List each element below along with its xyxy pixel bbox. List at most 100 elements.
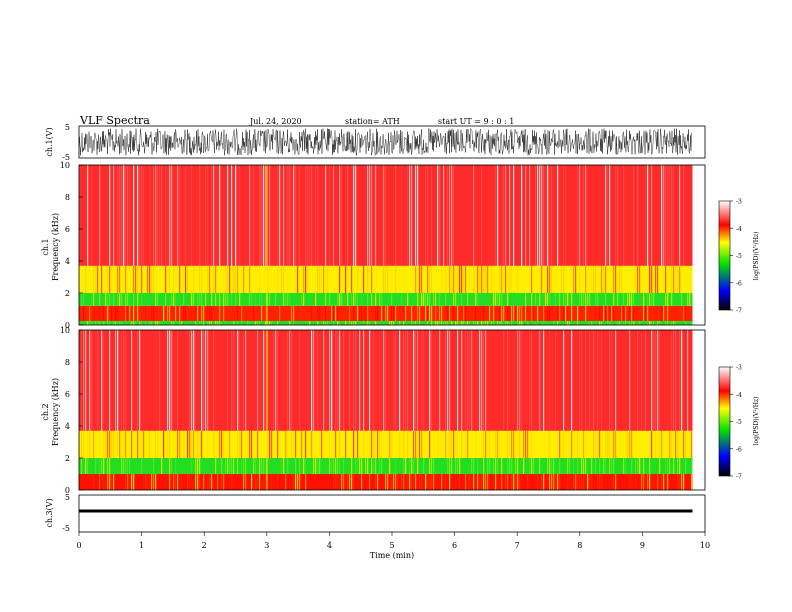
spectrogram-texture <box>197 474 199 490</box>
spectrogram-texture <box>589 321 591 325</box>
spectrogram-texture <box>103 305 105 321</box>
spectrogram-texture <box>641 474 643 490</box>
spectrogram-texture <box>405 305 407 321</box>
spectrogram-texture <box>111 474 113 490</box>
spectrogram-texture <box>333 165 335 266</box>
ch2-spectrogram-heatmap <box>79 330 693 490</box>
spectrogram-texture <box>591 458 593 474</box>
spectrogram-texture <box>353 321 355 325</box>
spectrogram-texture <box>407 474 409 490</box>
spectrogram-texture <box>517 330 519 431</box>
spectrogram-texture <box>93 293 95 306</box>
spectrogram-texture <box>549 165 551 266</box>
spectrogram-texture <box>315 293 317 306</box>
spectrogram-texture <box>151 474 153 490</box>
ch2-colorbar-label: log(PSD)(V²/Hz) <box>753 397 760 446</box>
spectrogram-texture <box>81 293 83 306</box>
spectrogram-texture <box>157 430 159 458</box>
spectrogram-texture <box>109 165 111 266</box>
spectrogram-texture <box>341 293 343 306</box>
spectrogram-texture <box>587 474 589 490</box>
spectrogram-texture <box>467 321 469 325</box>
spectrogram-texture <box>143 474 145 490</box>
spectrogram-texture <box>215 293 217 306</box>
spectrogram-texture <box>141 165 143 266</box>
spectrogram-texture <box>223 305 225 321</box>
spectrogram-texture <box>613 293 615 306</box>
spectrogram-texture <box>611 330 613 431</box>
spectrogram-texture <box>407 165 409 266</box>
spectrogram-texture <box>375 458 377 474</box>
spectrogram-texture <box>101 458 103 474</box>
spectrogram-texture <box>403 458 405 474</box>
spectrogram-texture <box>383 265 385 293</box>
spectrogram-texture <box>601 265 603 293</box>
spectrogram-texture <box>311 305 313 321</box>
spectrogram-texture <box>449 330 451 431</box>
spectrogram-texture <box>395 330 397 431</box>
spectrogram-texture <box>623 305 625 321</box>
spectrogram-texture <box>375 474 377 490</box>
spectrogram-texture <box>495 474 497 490</box>
spectrogram-texture <box>389 458 391 474</box>
spectrogram-texture <box>127 474 129 490</box>
spectrogram-texture <box>439 305 441 321</box>
spectrogram-texture <box>501 265 503 293</box>
spectrogram-texture <box>171 458 173 474</box>
spectrogram-texture <box>605 305 607 321</box>
spectrogram-texture <box>511 321 513 325</box>
spectrogram-texture <box>157 321 159 325</box>
spectrogram-texture <box>643 305 645 321</box>
spectrogram-texture <box>351 321 353 325</box>
spectrogram-texture <box>285 293 287 306</box>
spectrogram-texture <box>139 321 141 325</box>
spectrogram-texture <box>141 293 143 306</box>
spectrogram-texture <box>541 265 543 293</box>
spectrogram-texture <box>241 305 243 321</box>
spectrogram-texture <box>637 165 639 266</box>
spectrogram-texture <box>243 474 245 490</box>
spectrogram-texture <box>649 293 651 306</box>
spectrogram-texture <box>519 321 521 325</box>
spectrogram-texture <box>433 293 435 306</box>
spectrogram-texture <box>679 458 681 474</box>
spectrogram-texture <box>245 330 247 431</box>
spectrogram-texture <box>361 474 363 490</box>
spectrogram-texture <box>597 474 599 490</box>
spectrogram-texture <box>367 458 369 474</box>
spectrogram-texture <box>429 305 431 321</box>
spectrogram-texture <box>185 265 187 293</box>
spectrogram-texture <box>525 293 527 306</box>
spectrogram-texture <box>255 293 257 306</box>
spectrogram-texture <box>121 293 123 306</box>
spectrogram-texture <box>183 305 185 321</box>
spectrogram-texture <box>207 165 209 266</box>
spectrogram-texture <box>579 330 581 431</box>
spectrogram-texture <box>205 165 207 266</box>
spectrogram-texture <box>179 321 181 325</box>
spectrogram-texture <box>659 321 661 325</box>
spectrogram-texture <box>99 474 101 490</box>
spectrogram-texture <box>473 265 475 293</box>
spectrogram-texture <box>423 330 425 431</box>
spectrogram-texture <box>241 458 243 474</box>
spectrogram-texture <box>259 458 261 474</box>
spectrogram-texture <box>195 330 197 431</box>
spectrogram-texture <box>337 458 339 474</box>
spectrogram-texture <box>671 293 673 306</box>
spectrogram-texture <box>451 430 453 458</box>
spectrogram-texture <box>579 165 581 266</box>
spectrogram-texture <box>231 165 233 266</box>
spectrogram-texture <box>397 474 399 490</box>
spectrogram-texture <box>665 165 667 266</box>
spectrogram-texture <box>243 265 245 293</box>
spectrogram-texture <box>481 321 483 325</box>
spectrogram-texture <box>585 305 587 321</box>
spectrogram-texture <box>629 321 631 325</box>
spectrogram-texture <box>137 293 139 306</box>
spectrogram-texture <box>633 321 635 325</box>
spectrogram-texture <box>527 321 529 325</box>
spectrogram-texture <box>665 265 667 293</box>
spectrogram-texture <box>343 458 345 474</box>
spectrogram-texture <box>391 293 393 306</box>
